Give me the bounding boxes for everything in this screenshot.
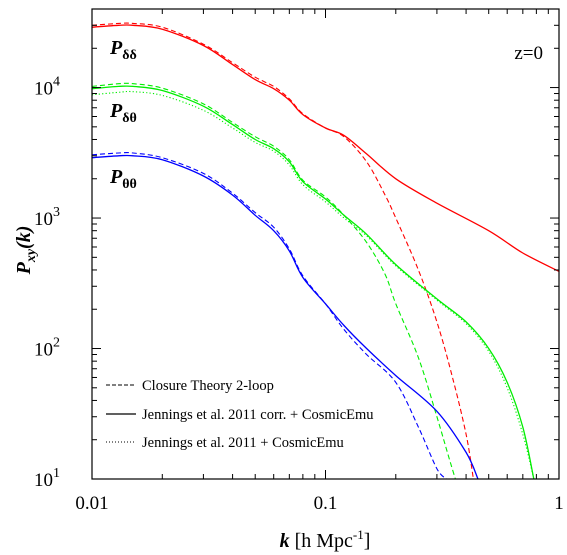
curve-label-dd: Pδδ bbox=[109, 37, 137, 63]
legend: Closure Theory 2-loop Jennings et al. 20… bbox=[106, 378, 374, 451]
y-tick-label: 104 bbox=[34, 75, 60, 100]
y-tick-label: 103 bbox=[34, 205, 60, 230]
y-tick-label: 102 bbox=[34, 336, 60, 361]
y-axis-title: Pxy(k) bbox=[13, 226, 39, 276]
legend-label-corr: Jennings et al. 2011 corr. + CosmicEmu bbox=[142, 407, 374, 423]
x-axis-title: k [h Mpc-1] bbox=[280, 527, 371, 552]
z-annotation: z=0 bbox=[514, 43, 543, 64]
legend-label-closure: Closure Theory 2-loop bbox=[142, 378, 274, 394]
x-tick-label: 0.01 bbox=[75, 493, 108, 514]
legend-label-plain: Jennings et al. 2011 + CosmicEmu bbox=[142, 435, 344, 451]
curve-label-tt: Pθθ bbox=[109, 166, 137, 192]
series-tt-dashed bbox=[92, 153, 447, 479]
y-tick-label: 101 bbox=[34, 466, 60, 491]
x-tick-label: 0.1 bbox=[314, 493, 338, 514]
curve-label-dt: Pδθ bbox=[109, 100, 137, 126]
series-dd-solid bbox=[92, 25, 559, 271]
x-tick-label: 1 bbox=[554, 493, 564, 514]
